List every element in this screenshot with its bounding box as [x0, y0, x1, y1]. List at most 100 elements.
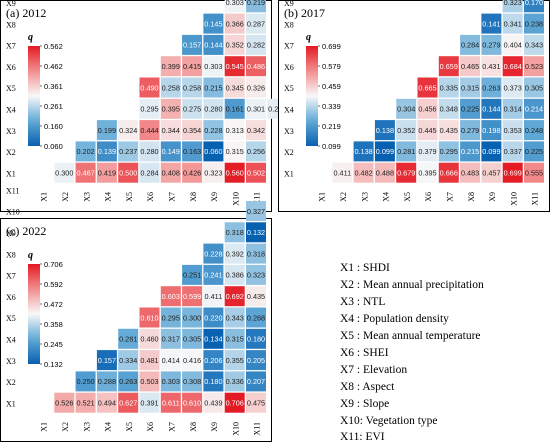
- heatmap-cell: [203, 34, 224, 55]
- cell-value-label: 0.202: [76, 147, 94, 156]
- cell-value-label: 0.337: [504, 147, 522, 156]
- x-tick-label: X1: [40, 192, 49, 202]
- heatmap-cell: [353, 141, 374, 162]
- cell-value-label: 0.599: [183, 292, 201, 301]
- cell-value-label: 0.198: [482, 126, 500, 135]
- cell-value-label: 0.386: [226, 271, 244, 280]
- heatmap-cell: [224, 0, 245, 13]
- cell-value-label: 0.314: [504, 105, 522, 114]
- heatmap-cell: [481, 141, 502, 162]
- cell-value-label: 0.439: [204, 399, 222, 408]
- heatmap-cell: [54, 392, 75, 413]
- cell-value-label: 0.503: [140, 377, 158, 386]
- heatmap-cell: [203, 243, 224, 264]
- heatmap-cell: [460, 77, 481, 98]
- cell-value-label: 0.099: [482, 147, 500, 156]
- colorbar: [28, 46, 40, 146]
- cell-value-label: 0.342: [247, 126, 265, 135]
- heatmap-cell: [182, 286, 203, 307]
- cell-value-label: 0.399: [162, 62, 180, 71]
- cell-value-label: 0.206: [204, 356, 222, 365]
- cell-value-label: 0.345: [226, 83, 244, 92]
- y-tick-label: X7: [6, 42, 16, 51]
- y-tick-label: X2: [284, 148, 294, 157]
- cell-value-label: 0.431: [482, 62, 500, 71]
- cell-value-label: 0.611: [162, 399, 180, 408]
- colorbar-tick-label: 0.132: [44, 360, 63, 369]
- cell-value-label: 0.225: [461, 105, 479, 114]
- heatmap-cell: [246, 141, 266, 162]
- heatmap-cell: [460, 34, 481, 55]
- x-tick-label: X10: [509, 192, 518, 206]
- heatmap-cell: [96, 350, 117, 371]
- cell-value-label: 0.467: [76, 169, 94, 178]
- cell-value-label: 0.060: [204, 147, 222, 156]
- x-tick-label: X4: [104, 192, 113, 202]
- y-tick-label: X7: [284, 42, 294, 51]
- heatmap-cell: [246, 162, 266, 183]
- colorbar-title: q: [28, 32, 33, 43]
- cell-value-label: 0.214: [525, 105, 543, 114]
- heatmap-cell: [203, 328, 224, 349]
- heatmap-cell: [118, 120, 139, 141]
- cell-value-label: 0.379: [418, 147, 436, 156]
- heatmap-cell: [246, 120, 266, 141]
- heatmap-cell: [246, 201, 266, 221]
- cell-value-label: 0.460: [140, 335, 158, 344]
- heatmap-cell: [203, 350, 224, 371]
- heatmap-cell: [246, 286, 266, 307]
- cell-value-label: 0.482: [354, 169, 372, 178]
- heatmap-cell: [481, 13, 502, 34]
- y-tick-label: X8: [6, 250, 16, 259]
- y-tick-label: X5: [284, 84, 294, 93]
- heatmap-cell: [182, 307, 203, 328]
- colorbar-title: q: [306, 32, 311, 43]
- cell-value-label: 0.665: [418, 83, 436, 92]
- colorbar-tick-label: 0.562: [44, 42, 63, 51]
- cell-value-label: 0.502: [247, 169, 265, 178]
- heatmap-cell: [460, 56, 481, 77]
- y-tick-label: X10: [6, 208, 20, 217]
- cell-value-label: 0.404: [504, 41, 522, 50]
- cell-value-label: 0.323: [247, 271, 265, 280]
- legend-entry: X1 : SHDI: [340, 262, 390, 274]
- heatmap-cell: [246, 222, 266, 243]
- heatmap-cell: [224, 307, 245, 328]
- x-tick-label: X6: [146, 422, 155, 432]
- y-tick-label: X4: [284, 105, 294, 114]
- cell-value-label: 0.284: [140, 169, 158, 178]
- heatmap-cell: [502, 0, 523, 13]
- x-tick-label: X9: [210, 422, 219, 432]
- heatmap-cell: [224, 77, 245, 98]
- colorbar-tick-label: 0.462: [44, 62, 63, 71]
- heatmap-cell: [160, 392, 181, 413]
- x-tick-label: X4: [104, 422, 113, 432]
- heatmap-cell: [502, 34, 523, 55]
- colorbar-tick-label: 0.361: [44, 82, 63, 91]
- heatmap-cell: [182, 77, 203, 98]
- heatmap-cell: [246, 77, 266, 98]
- cell-value-label: 0.545: [226, 62, 244, 71]
- heatmap-cell: [224, 264, 245, 285]
- heatmap-cell: [203, 286, 224, 307]
- cell-value-label: 0.132: [247, 228, 265, 237]
- cell-value-label: 0.144: [204, 41, 222, 50]
- heatmap-cell: [160, 286, 181, 307]
- heatmap-panel: (a) 2012 X1 X2 X3 X4 X5 X6 X7 X8 X9 X10 X11 X1 X2 X3 X4…: [0, 0, 288, 212]
- heatmap-cell: [396, 98, 417, 119]
- heatmap-cell: [417, 120, 438, 141]
- x-tick-label: X2: [61, 192, 70, 202]
- heatmap-cell: [224, 286, 245, 307]
- heatmap-cell: [460, 98, 481, 119]
- y-tick-label: X2: [6, 378, 16, 387]
- y-tick-label: X5: [6, 314, 16, 323]
- cell-value-label: 0.263: [119, 377, 137, 386]
- colorbar-tick-label: 0.219: [322, 122, 341, 131]
- legend-entry: X4 : Population density: [340, 313, 449, 325]
- x-tick-label: X2: [61, 422, 70, 432]
- panel-title: (a) 2012: [6, 6, 46, 20]
- x-tick-label: X6: [424, 192, 433, 202]
- cell-value-label: 0.355: [226, 356, 244, 365]
- colorbar-tick-label: 0.592: [44, 280, 63, 289]
- heatmap-cell: [396, 162, 417, 183]
